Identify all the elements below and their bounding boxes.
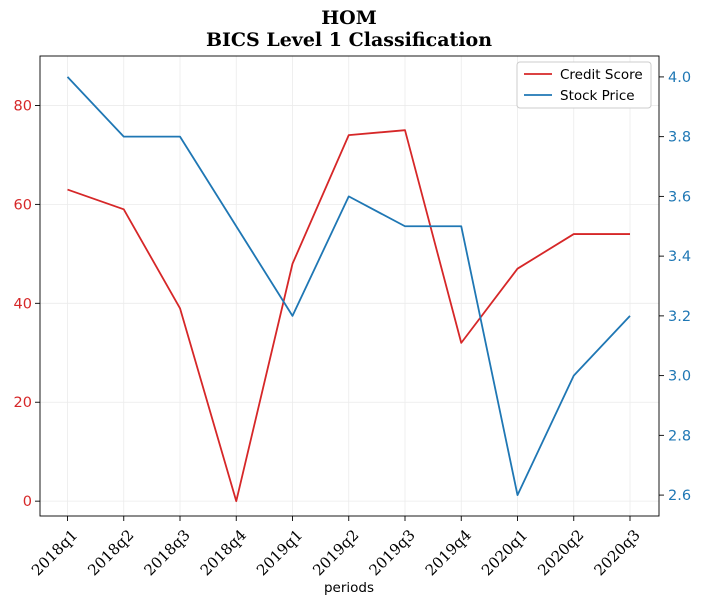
chart-subtitle: BICS Level 1 Classification (206, 29, 492, 51)
left-tick-label: 40 (14, 296, 32, 312)
legend-label: Credit Score (560, 67, 643, 83)
x-tick-label: 2019q4 (422, 526, 475, 579)
x-tick-label: 2019q2 (309, 526, 362, 579)
left-tick-label: 20 (14, 395, 32, 411)
right-tick-label: 2.6 (668, 488, 691, 504)
legend: Credit Score Stock Price (516, 61, 652, 109)
series-line-stock-price (66, 76, 631, 496)
x-tick-label: 2019q3 (365, 526, 418, 579)
x-tick-label: 2018q1 (28, 526, 81, 579)
plot-frame (39, 55, 660, 517)
x-axis-title: periods (324, 580, 374, 596)
x-tick-label: 2018q4 (197, 526, 250, 579)
series-layer (66, 76, 631, 503)
right-axis: 2.6 2.8 3.0 3.2 3.4 3.6 3.8 4.0 (659, 70, 691, 504)
x-tick-label: 2020q2 (534, 526, 587, 579)
legend-label: Stock Price (560, 88, 635, 104)
right-tick-label: 3.8 (668, 130, 691, 146)
right-tick-label: 3.0 (668, 369, 691, 385)
chart-title: HOM (321, 7, 377, 29)
x-tick-label: 2020q3 (590, 526, 643, 579)
left-tick-label: 60 (14, 197, 32, 213)
right-tick-label: 3.4 (668, 249, 691, 265)
right-tick-label: 3.6 (668, 189, 691, 205)
x-tick-label: 2018q2 (84, 526, 137, 579)
grid (40, 56, 659, 516)
left-tick-label: 0 (23, 494, 32, 510)
series-line-credit-score (67, 129, 630, 503)
right-tick-label: 2.8 (668, 428, 691, 444)
x-tick-label: 2020q1 (478, 526, 531, 579)
right-tick-label: 3.2 (668, 309, 691, 325)
x-tick-label: 2019q1 (253, 526, 306, 579)
x-tick-label: 2018q3 (140, 526, 193, 579)
right-tick-label: 4.0 (668, 70, 691, 86)
left-axis: 0 20 40 60 80 (14, 98, 40, 510)
x-axis: 2018q1 2018q2 2018q3 2018q4 2019q1 2019q2 2019… (28, 516, 644, 579)
left-tick-label: 80 (14, 98, 32, 114)
